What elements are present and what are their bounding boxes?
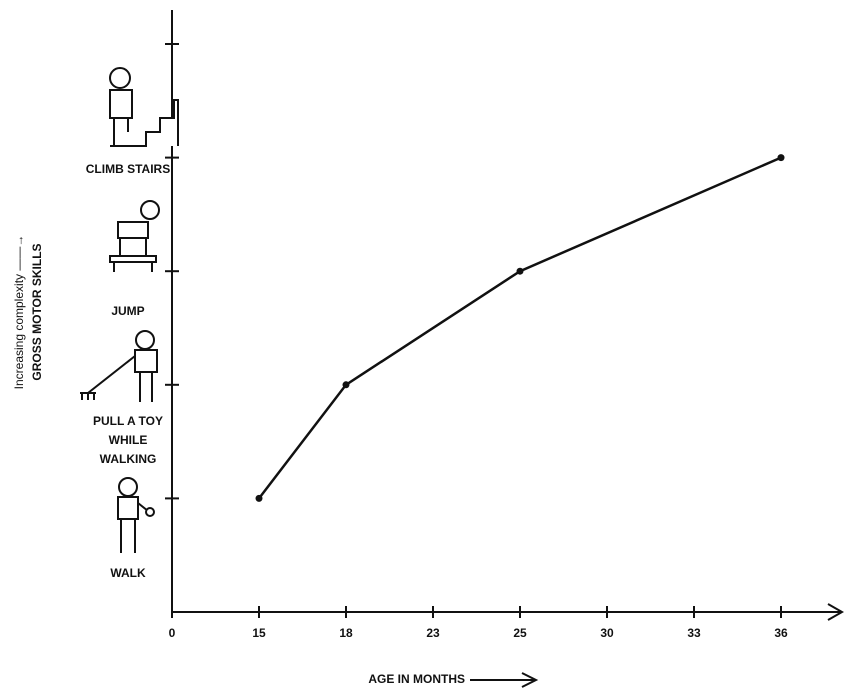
data-line	[259, 158, 781, 499]
x-tick-label: 0	[169, 626, 176, 640]
y-axis-label: Increasing complexity ——→	[12, 235, 26, 390]
x-tick-label: 36	[774, 626, 788, 640]
data-point	[343, 381, 350, 388]
x-tick-label: 25	[513, 626, 527, 640]
x-axis-label: AGE IN MONTHS	[368, 672, 465, 686]
chart: AGE IN MONTHS Increasing complexity ——→ …	[0, 0, 844, 688]
skill-label: WALK	[110, 566, 146, 580]
x-tick-label: 15	[252, 626, 266, 640]
climb-stairs-icon	[110, 68, 178, 146]
skill-label: JUMP	[111, 304, 144, 318]
skill-label: CLIMB STAIRS	[86, 162, 170, 176]
y-axis-label: GROSS MOTOR SKILLS	[30, 243, 44, 380]
data-point	[256, 495, 263, 502]
x-tick-label: 18	[339, 626, 353, 640]
pull-toy-icon	[80, 331, 157, 402]
x-tick-label: 30	[600, 626, 614, 640]
jump-icon	[110, 201, 159, 272]
data-point	[517, 268, 524, 275]
walk-icon	[118, 478, 154, 553]
x-label-arrow	[470, 673, 536, 687]
skill-label: WALKING	[100, 452, 157, 466]
skill-label: WHILE	[109, 433, 148, 447]
x-tick-label: 33	[687, 626, 701, 640]
skill-label: PULL A TOY	[93, 414, 163, 428]
data-point	[778, 154, 785, 161]
x-tick-label: 23	[426, 626, 440, 640]
